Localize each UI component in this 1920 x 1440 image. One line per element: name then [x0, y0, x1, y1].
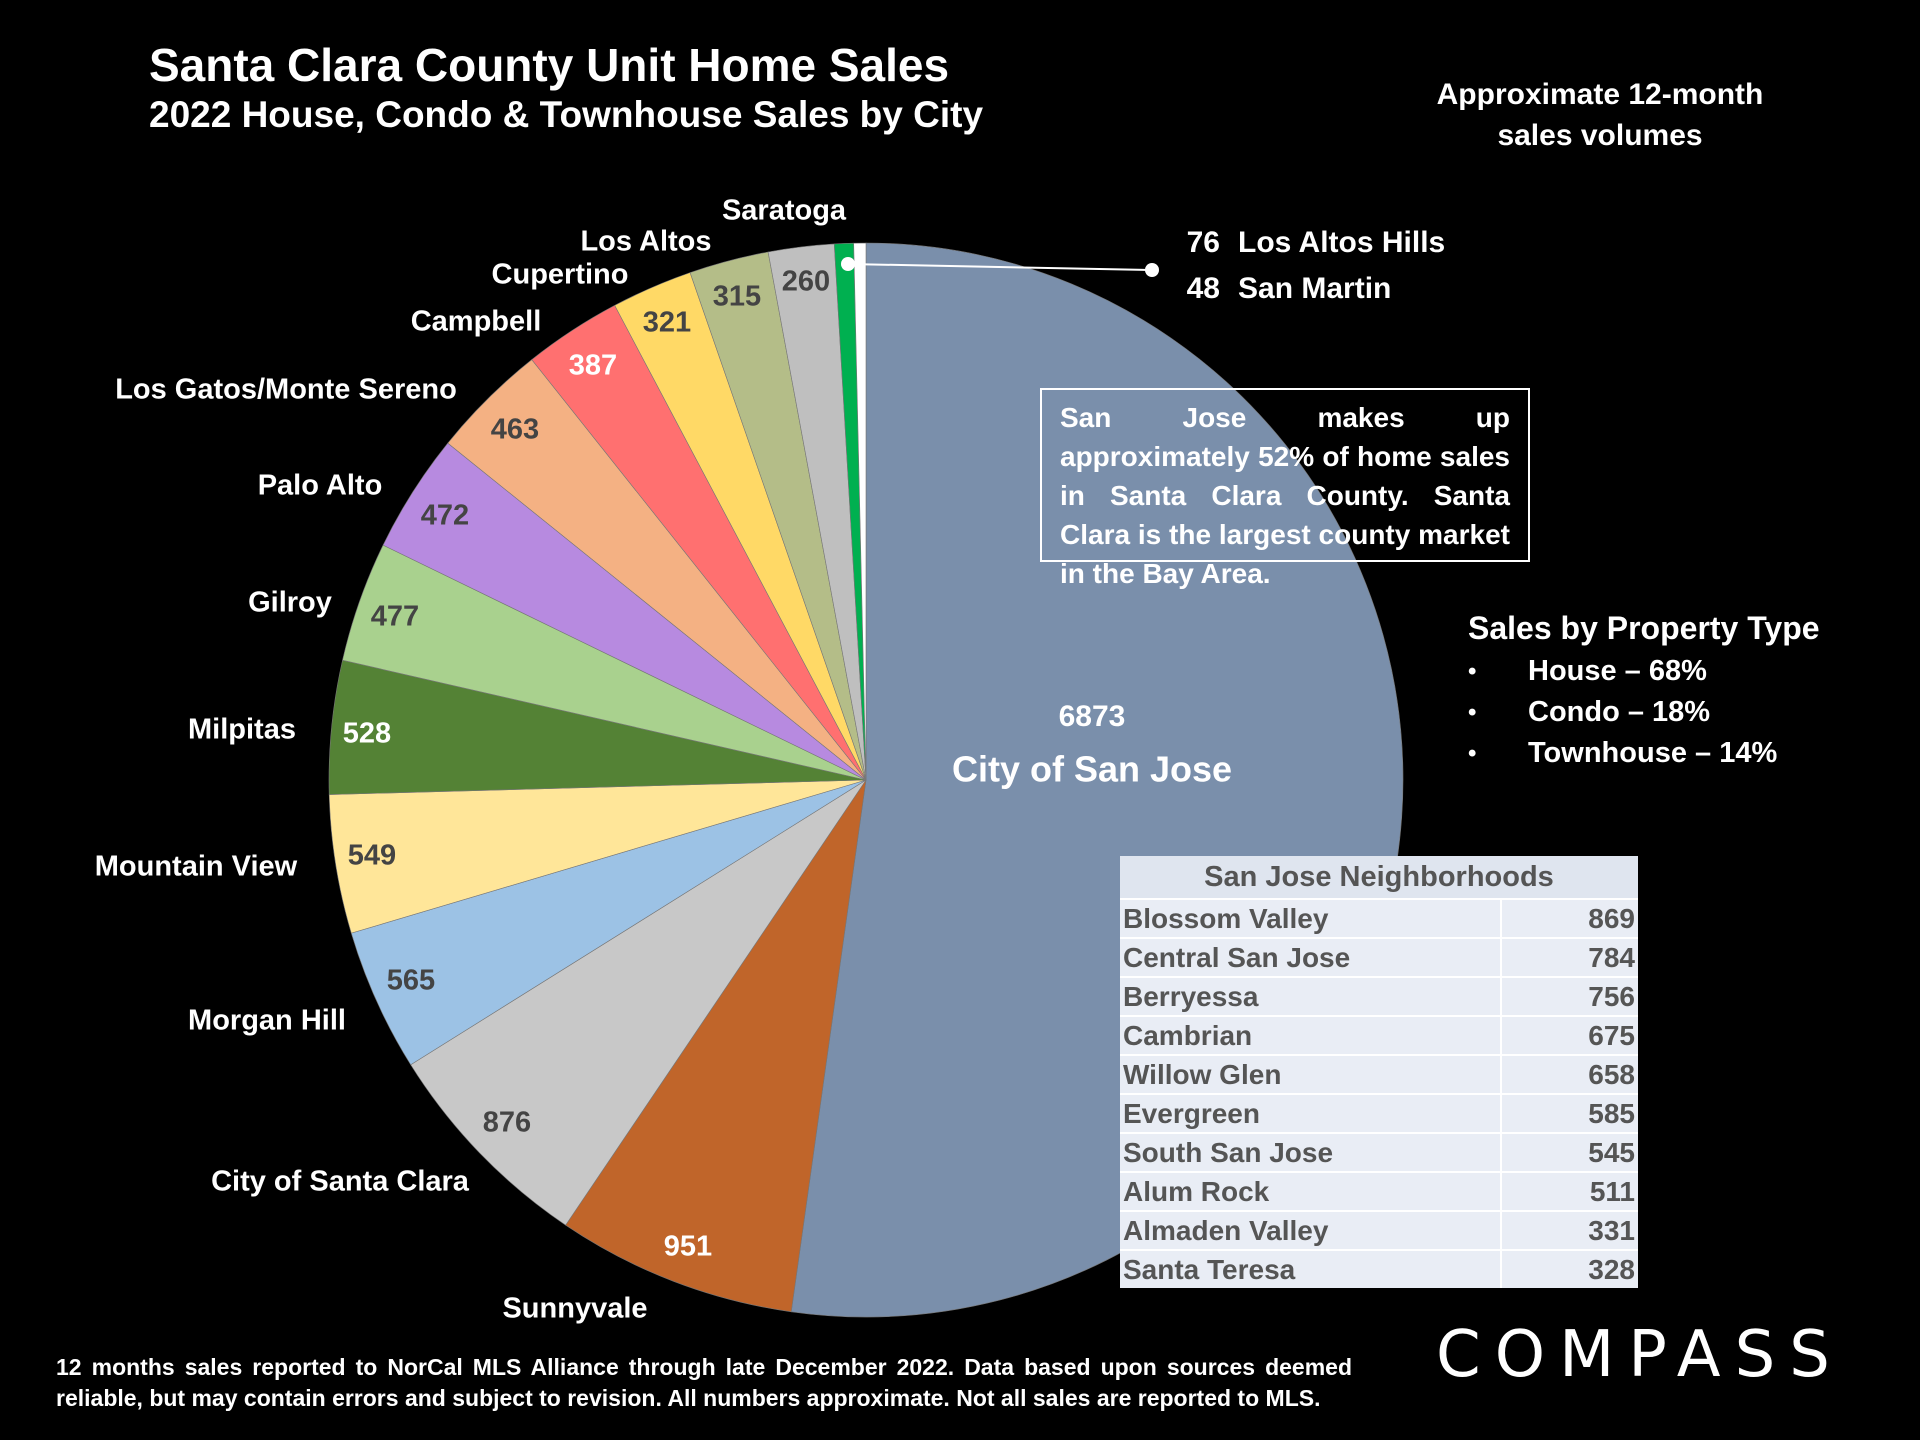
callout-label: Los Altos Hills: [1238, 226, 1445, 259]
table-row: South San Jose 545: [1120, 1132, 1638, 1172]
slice-name-label: Saratoga: [722, 195, 847, 227]
slice-value-label: 321: [643, 307, 691, 339]
slice-name-label: Los Gatos/Monte Sereno: [115, 374, 457, 406]
neighborhood-name: South San Jose: [1120, 1132, 1501, 1172]
pie-slice-sunnyvale: [565, 779, 867, 1313]
slice-name-label: Palo Alto: [258, 470, 383, 502]
slice-value-label: 6873: [1059, 700, 1126, 733]
property-type-condo: Condo – 18%: [1468, 692, 1820, 733]
slice-value-label: 260: [782, 266, 830, 298]
pie-slice-city-of-santa-clara: [410, 779, 867, 1226]
neighborhood-value: 545: [1500, 1132, 1638, 1172]
slice-value-label: 565: [387, 965, 435, 997]
neighborhood-name: Willow Glen: [1120, 1054, 1501, 1094]
slice-name-label: City of San Jose: [952, 749, 1232, 790]
slice-value-label: 315: [713, 281, 761, 313]
slice-value-label: 387: [569, 350, 617, 382]
table-row: Almaden Valley 331: [1120, 1210, 1638, 1250]
neighborhood-name: Blossom Valley: [1120, 898, 1501, 938]
slice-name-label: Campbell: [411, 306, 542, 338]
slice-value-label: 549: [348, 840, 396, 872]
neighborhood-value: 869: [1500, 898, 1638, 938]
slice-value-label: 477: [371, 601, 419, 633]
slice-value-label: 876: [483, 1107, 531, 1139]
neighborhood-value: 784: [1500, 937, 1638, 977]
callout-value: 76: [1187, 226, 1220, 259]
callout-dot: [841, 257, 855, 271]
table-row: Evergreen 585: [1120, 1093, 1638, 1133]
neighborhoods-title: San Jose Neighborhoods: [1120, 856, 1638, 900]
slice-name-label: Cupertino: [492, 259, 629, 291]
neighborhood-value: 328: [1500, 1249, 1638, 1288]
neighborhood-value: 658: [1500, 1054, 1638, 1094]
neighborhood-name: Cambrian: [1120, 1015, 1501, 1055]
property-type-panel: Sales by Property Type House – 68% Condo…: [1468, 610, 1820, 774]
slice-name-label: Sunnyvale: [502, 1293, 647, 1325]
neighborhood-name: Alum Rock: [1120, 1171, 1501, 1211]
slice-value-label: 951: [664, 1231, 712, 1263]
slice-name-label: Milpitas: [188, 714, 296, 746]
slice-value-label: 463: [491, 414, 539, 446]
table-row: Santa Teresa 328: [1120, 1249, 1638, 1288]
table-row: Central San Jose 784: [1120, 937, 1638, 977]
property-type-townhouse: Townhouse – 14%: [1468, 733, 1820, 774]
slice-value-label: 472: [421, 500, 469, 532]
slice-value-label: 528: [343, 718, 391, 750]
neighborhood-name: Santa Teresa: [1120, 1249, 1501, 1288]
slice-name-label: Mountain View: [95, 851, 298, 883]
neighborhood-value: 331: [1500, 1210, 1638, 1250]
page-title: Santa Clara County Unit Home Sales: [149, 39, 950, 91]
callout-dot: [1145, 263, 1159, 277]
san-jose-note: San Jose makes up approximately 52% of h…: [1040, 388, 1530, 589]
neighborhood-value: 756: [1500, 976, 1638, 1016]
neighborhoods-table: San Jose Neighborhoods Blossom Valley 869…: [1120, 856, 1638, 1288]
neighborhood-value: 675: [1500, 1015, 1638, 1055]
slice-name-label: Los Altos: [580, 226, 711, 258]
table-row: Alum Rock 511: [1120, 1171, 1638, 1211]
neighborhood-value: 511: [1500, 1171, 1638, 1211]
property-type-house: House – 68%: [1468, 651, 1820, 692]
table-row: Cambrian 675: [1120, 1015, 1638, 1055]
slice-name-label: City of Santa Clara: [211, 1166, 470, 1198]
neighborhood-name: Berryessa: [1120, 976, 1501, 1016]
neighborhood-name: Almaden Valley: [1120, 1210, 1501, 1250]
approx-note: Approximate 12-month sales volumes: [1436, 78, 1764, 152]
footer-disclaimer: 12 months sales reported to NorCal MLS A…: [56, 1354, 1352, 1411]
neighborhood-name: Central San Jose: [1120, 937, 1501, 977]
page-subtitle: 2022 House, Condo & Townhouse Sales by C…: [149, 94, 984, 135]
slice-name-label: Gilroy: [248, 587, 332, 619]
slice-name-label: Morgan Hill: [188, 1005, 346, 1037]
callout-label: San Martin: [1238, 272, 1391, 305]
callout-line: [847, 263, 1153, 271]
neighborhood-name: Evergreen: [1120, 1093, 1501, 1133]
property-type-title: Sales by Property Type: [1468, 610, 1820, 646]
pie-slice-san-martin: [853, 242, 867, 781]
compass-logo: COMPASS: [1436, 1318, 1844, 1392]
neighborhood-value: 585: [1500, 1093, 1638, 1133]
table-row: Blossom Valley 869: [1120, 898, 1638, 938]
callout-value: 48: [1187, 272, 1220, 305]
table-row: Willow Glen 658: [1120, 1054, 1638, 1094]
table-row: Berryessa 756: [1120, 976, 1638, 1016]
